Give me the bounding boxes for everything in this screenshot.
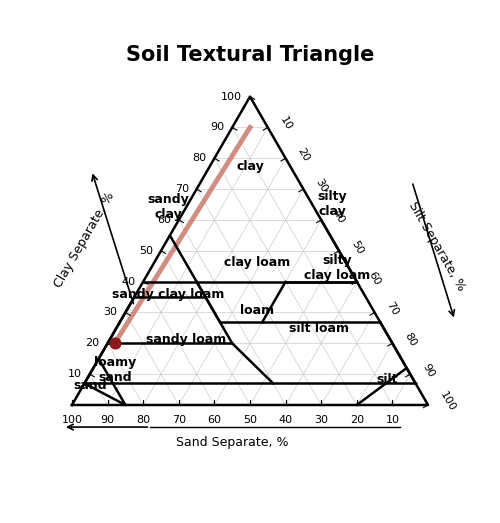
Title: Soil Textural Triangle: Soil Textural Triangle — [126, 44, 374, 65]
Text: sandy
clay: sandy clay — [147, 194, 189, 221]
Text: 80: 80 — [402, 331, 418, 348]
Text: 40: 40 — [331, 208, 347, 225]
Text: 50: 50 — [349, 238, 364, 256]
Text: silt loam: silt loam — [290, 322, 350, 335]
Text: clay loam: clay loam — [224, 256, 290, 269]
Text: silty
clay loam: silty clay loam — [304, 254, 370, 282]
Text: silty
clay: silty clay — [317, 190, 346, 218]
Text: 60: 60 — [367, 269, 382, 287]
Text: 60: 60 — [208, 415, 222, 425]
Text: 100: 100 — [221, 92, 242, 101]
Text: 80: 80 — [136, 415, 150, 425]
Text: 90: 90 — [420, 362, 436, 379]
Text: loam: loam — [240, 304, 274, 317]
Text: sandy clay loam: sandy clay loam — [112, 288, 224, 301]
Text: 20: 20 — [296, 146, 312, 163]
Text: 50: 50 — [139, 246, 153, 256]
Text: 70: 70 — [172, 415, 186, 425]
Text: 20: 20 — [86, 338, 100, 348]
Text: 70: 70 — [174, 184, 189, 194]
Text: 10: 10 — [386, 415, 400, 425]
Text: Silt Separate, %: Silt Separate, % — [406, 199, 468, 293]
Text: 20: 20 — [350, 415, 364, 425]
Text: Clay Separate, %: Clay Separate, % — [52, 190, 117, 290]
Text: sandy loam: sandy loam — [146, 333, 226, 346]
Text: 60: 60 — [157, 215, 171, 225]
Text: 70: 70 — [384, 300, 400, 317]
Text: 40: 40 — [121, 277, 136, 287]
Text: 30: 30 — [314, 415, 328, 425]
Text: Sand Separate, %: Sand Separate, % — [176, 436, 288, 449]
Text: 30: 30 — [314, 177, 329, 194]
Text: 10: 10 — [278, 116, 293, 132]
Text: clay: clay — [236, 160, 264, 173]
Text: loamy
sand: loamy sand — [94, 356, 136, 384]
Text: 90: 90 — [100, 415, 114, 425]
Text: 100: 100 — [438, 390, 457, 413]
Text: sand: sand — [74, 379, 108, 392]
Text: 10: 10 — [68, 369, 82, 379]
Text: silt: silt — [376, 372, 398, 385]
Point — [110, 339, 118, 347]
Text: 50: 50 — [243, 415, 257, 425]
Text: 90: 90 — [210, 122, 224, 132]
Text: 40: 40 — [278, 415, 292, 425]
Text: 80: 80 — [192, 153, 206, 163]
Text: 30: 30 — [104, 308, 118, 317]
Text: 100: 100 — [62, 415, 82, 425]
